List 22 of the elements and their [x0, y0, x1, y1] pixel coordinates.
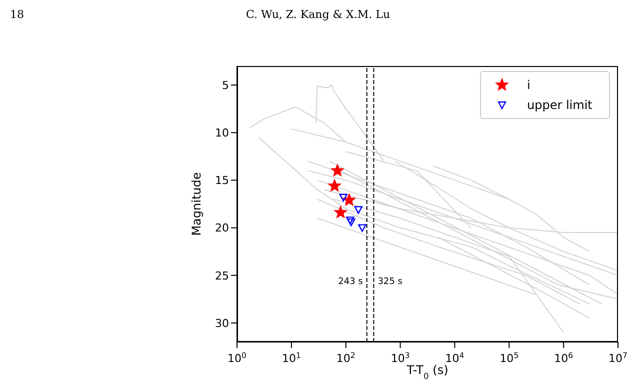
x-tick-label: 10$^{7}$ — [608, 350, 628, 365]
text: 18 — [10, 8, 24, 21]
ref-line-label: 325 s — [378, 277, 403, 288]
y-tick-label: 20 — [215, 222, 229, 235]
y-tick-label: 25 — [215, 269, 229, 282]
y-tick-label: 10 — [215, 126, 229, 140]
x-tick-label: 10$^{0}$ — [228, 350, 247, 365]
legend-label: i — [527, 78, 530, 92]
y-tick-label: 30 — [215, 316, 229, 330]
x-tick-label: 10$^{1}$ — [282, 350, 301, 365]
y-tick-label: 5 — [222, 78, 229, 92]
legend-label: upper limit — [527, 98, 592, 112]
y-axis-title: Magnitude — [189, 172, 204, 236]
x-tick-label: 10$^{3}$ — [390, 350, 410, 365]
y-tick-label: 15 — [215, 174, 229, 188]
text: C. Wu, Z. Kang & X.M. Lu — [246, 8, 390, 21]
x-tick-label: 10$^{5}$ — [500, 350, 519, 365]
ref-line-label: 243 s — [338, 277, 364, 288]
x-tick-label: 10$^{4}$ — [445, 350, 464, 365]
x-tick-label: 10$^{2}$ — [336, 350, 356, 365]
x-axis-title: T-T$_{0}$ (s) — [406, 363, 448, 381]
x-tick-label: 10$^{6}$ — [554, 350, 574, 365]
